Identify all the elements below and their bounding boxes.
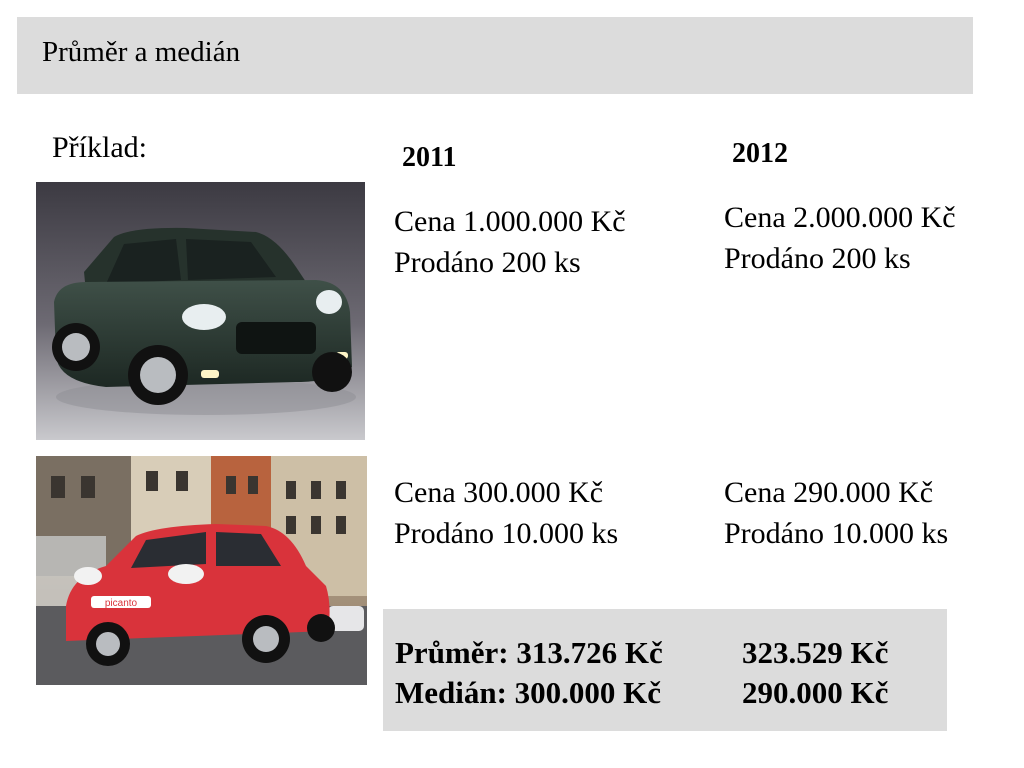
kia-2012-price: Cena 290.000 Kč: [724, 476, 934, 509]
porsche-2011-info: Cena 1.000.000 Kč Prodáno 200 ks: [394, 201, 626, 283]
kia-plate-text: picanto: [105, 598, 138, 609]
porsche-2012-sold: Prodáno 200 ks: [724, 242, 911, 275]
mean-2011: Průměr: 313.726 Kč: [395, 635, 663, 670]
example-label: Příklad:: [52, 131, 147, 164]
kia-2012-info: Cena 290.000 Kč Prodáno 10.000 ks: [724, 472, 948, 554]
porsche-2011-price: Cena 1.000.000 Kč: [394, 205, 626, 238]
summary-box: Průměr: 313.726 Kč 323.529 Kč Medián: 30…: [383, 609, 947, 731]
kia-2011-price: Cena 300.000 Kč: [394, 476, 604, 509]
porsche-2011-sold: Prodáno 200 ks: [394, 246, 581, 279]
slide-title: Průměr a medián: [42, 36, 241, 68]
year-heading-2012: 2012: [732, 138, 788, 169]
median-2012: 290.000 Kč: [742, 675, 889, 710]
red-hatchback-photo: picanto: [36, 456, 367, 685]
kia-2012-sold: Prodáno 10.000 ks: [724, 517, 949, 550]
kia-2011-info: Cena 300.000 Kč Prodáno 10.000 ks: [394, 472, 618, 554]
slide-title-bar: Průměr a medián: [17, 17, 973, 94]
median-2011: Medián: 300.000 Kč: [395, 675, 662, 710]
porsche-2012-price: Cena 2.000.000 Kč: [724, 201, 956, 234]
year-heading-2011: 2011: [402, 142, 457, 173]
dark-green-suv-photo: [36, 182, 365, 440]
mean-2012: 323.529 Kč: [742, 635, 889, 670]
porsche-2012-info: Cena 2.000.000 Kč Prodáno 200 ks: [724, 197, 956, 279]
kia-2011-sold: Prodáno 10.000 ks: [394, 517, 619, 550]
